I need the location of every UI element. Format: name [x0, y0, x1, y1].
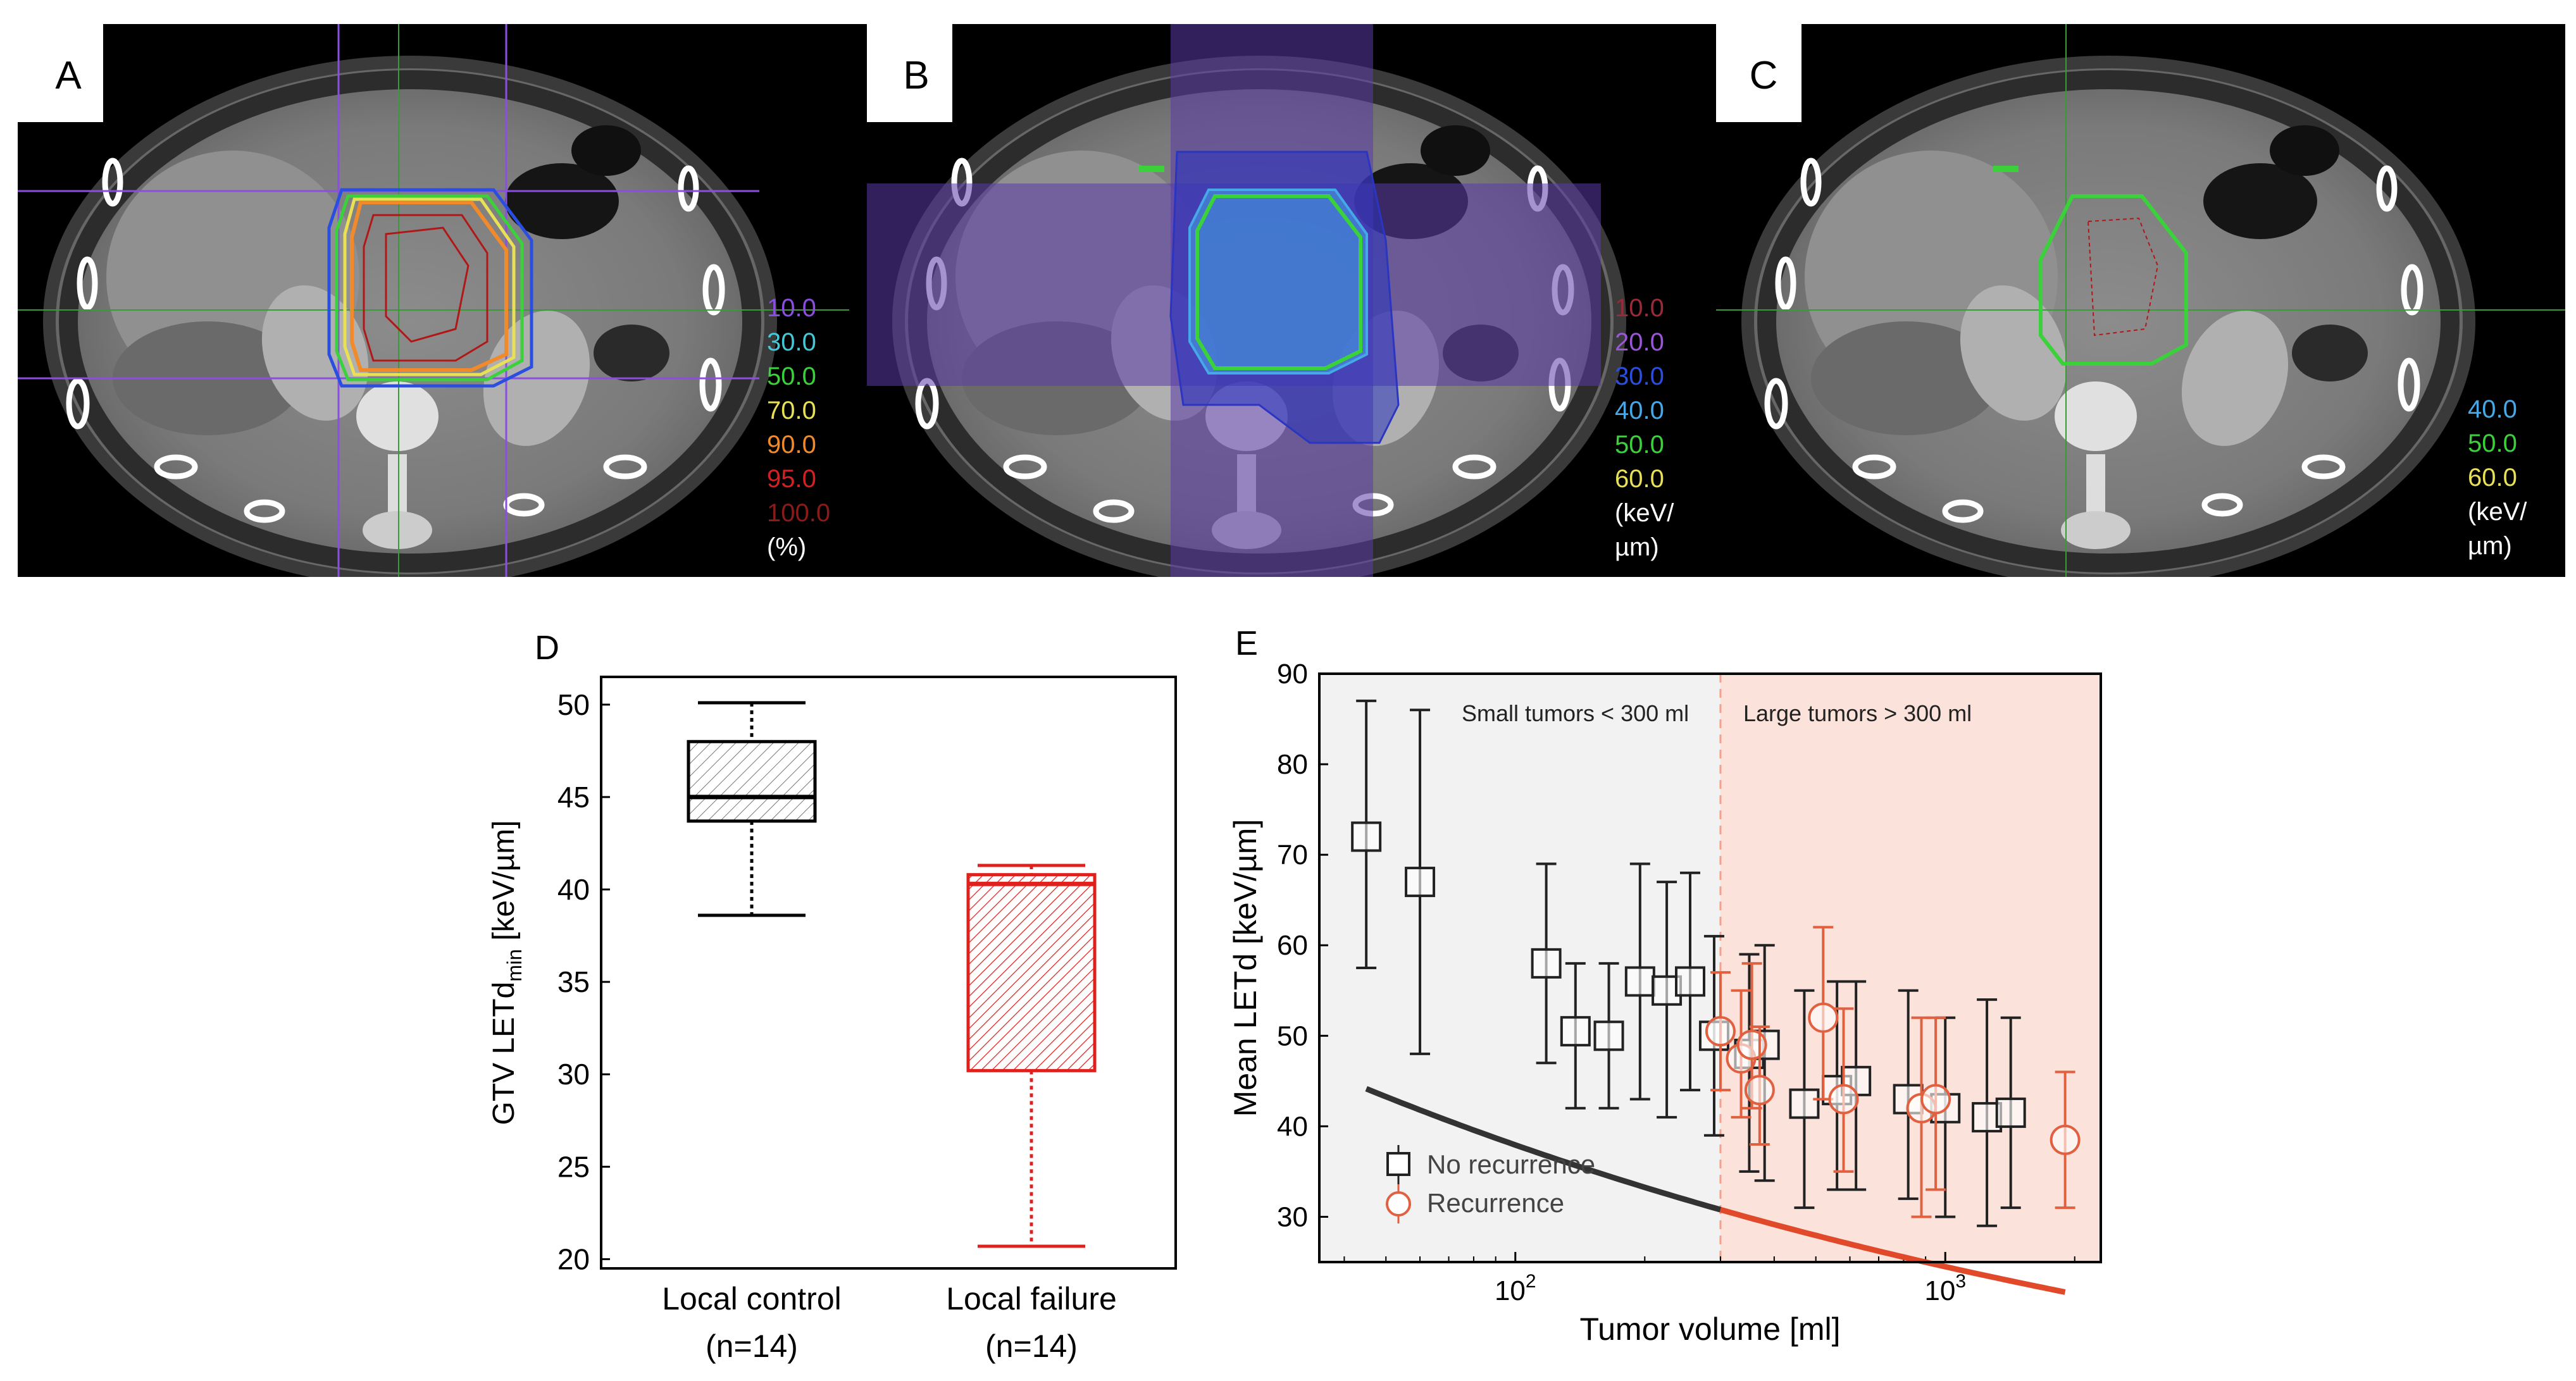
- y-tick-label: 30: [1277, 1201, 1308, 1232]
- data-point-circle: [1828, 1084, 1859, 1115]
- data-point-circle: [2050, 1124, 2081, 1155]
- legend-item: 60.0: [1615, 465, 1664, 493]
- y-tick-label: 90: [1277, 659, 1308, 690]
- legend-item: µm): [2468, 532, 2512, 560]
- x-tick-label: 102: [1495, 1271, 1536, 1306]
- data-point-square: [1531, 948, 1562, 979]
- group-count: (n=14): [985, 1328, 1078, 1364]
- data-point-square: [1560, 1016, 1591, 1047]
- y-tick-label: 25: [557, 1150, 590, 1183]
- plot-frame: [600, 676, 1177, 1270]
- x-tick-exponent: 3: [1955, 1271, 1966, 1292]
- group-count: (n=14): [706, 1328, 798, 1364]
- panel-label-box-b: [867, 24, 952, 122]
- legend-label-no-recurrence: No recurrence: [1427, 1149, 1595, 1179]
- legend-item: 100.0: [767, 499, 830, 527]
- box: [687, 740, 817, 823]
- panel-letter-b: B: [903, 54, 929, 97]
- data-point-square: [1405, 867, 1436, 898]
- legend-item: 90.0: [767, 431, 816, 459]
- fit-curve-large: [1719, 1206, 2066, 1295]
- scatter-chart: Small tumors < 300 ml Large tumors > 300 …: [1228, 659, 2102, 1347]
- region-small-label: Small tumors < 300 ml: [1462, 700, 1689, 726]
- y-axis-label-unit: [keV/µm]: [487, 821, 521, 950]
- y-tick-label: 80: [1277, 749, 1308, 780]
- legend-square-icon: [1386, 1152, 1410, 1176]
- data-point-circle: [1736, 1029, 1767, 1060]
- legend-item: 40.0: [1615, 397, 1664, 424]
- legend-a: 10.0 30.0 50.0 70.0 90.0 95.0 100.0 (%): [767, 294, 830, 561]
- panel-letter-c: C: [1750, 54, 1778, 97]
- ct-panel-a: [18, 24, 867, 577]
- group-label: Local failure: [946, 1281, 1117, 1316]
- region-large-label: Large tumors > 300 ml: [1743, 700, 1972, 726]
- x-tick-exponent: 2: [1526, 1271, 1536, 1292]
- y-axis-label: GTV LETdmin [keV/µm]: [487, 821, 526, 1125]
- y-tick-label: 60: [1277, 930, 1308, 961]
- y-tick-label: 70: [1277, 839, 1308, 870]
- region-large: [1720, 674, 2101, 1262]
- data-point-circle: [1744, 1075, 1775, 1106]
- panel-letter-d: D: [535, 629, 559, 667]
- y-tick-label: 50: [557, 688, 590, 721]
- x-axis-label: Tumor volume [ml]: [1579, 1311, 1840, 1347]
- fit-curve-small: [1365, 1086, 1722, 1213]
- data-point-square: [1351, 821, 1382, 852]
- legend-b: 10.0 20.0 30.0 40.0 50.0 60.0 (keV/µm): [1615, 294, 1674, 561]
- y-tick-label: 40: [1277, 1111, 1308, 1142]
- data-point-square: [1624, 966, 1655, 997]
- data-point-square: [1675, 966, 1706, 997]
- box: [966, 873, 1097, 1072]
- data-point-circle: [1705, 1016, 1736, 1047]
- panel-label-box-a: [18, 24, 103, 122]
- panel-letter-e: E: [1235, 624, 1258, 662]
- y-tick-label: 35: [557, 965, 590, 998]
- legend-item: 50.0: [767, 362, 816, 390]
- legend-item: (keV/: [1615, 499, 1674, 527]
- y-tick-label: 20: [557, 1242, 590, 1275]
- legend-item: (%): [767, 533, 806, 561]
- x-tick-base: 10: [1924, 1275, 1955, 1306]
- plot-frame: [1318, 672, 2102, 1263]
- legend-item: 40.0: [2468, 395, 2517, 423]
- panel-letter-a: A: [55, 54, 82, 97]
- x-tick-base: 10: [1495, 1275, 1526, 1306]
- legend-item: 30.0: [1615, 362, 1664, 390]
- ct-panel-c: [1716, 24, 2565, 577]
- data-point-circle: [1808, 1002, 1839, 1033]
- y-tick-label: 30: [557, 1058, 590, 1091]
- data-point-square: [1593, 1020, 1624, 1051]
- legend-c: 40.0 50.0 60.0 (keV/µm): [2468, 395, 2527, 560]
- legend-item: 20.0: [1615, 328, 1664, 356]
- data-point-square: [1995, 1097, 2026, 1128]
- legend-item: 50.0: [2468, 430, 2517, 457]
- legend-label-recurrence: Recurrence: [1427, 1188, 1564, 1218]
- legend-item: (keV/: [2468, 498, 2527, 526]
- y-axis-label-main: GTV LETd: [487, 982, 521, 1125]
- legend-item: 10.0: [767, 294, 816, 322]
- group-label: Local control: [662, 1281, 842, 1316]
- data-point-square: [1789, 1088, 1820, 1119]
- data-point-circle: [1920, 1084, 1951, 1115]
- legend-item: 10.0: [1615, 294, 1664, 322]
- legend-item: 30.0: [767, 328, 816, 356]
- panel-label-box-c: [1716, 24, 1801, 122]
- legend-item: 95.0: [767, 465, 816, 493]
- box-plot-chart: 20 25 30 35 40 45 50 GTV LETdmin [keV/µm] Local …: [487, 676, 1177, 1364]
- legend-item: 70.0: [767, 397, 816, 424]
- x-tick-label: 103: [1924, 1271, 1966, 1306]
- y-tick-label: 40: [557, 873, 590, 906]
- legend-item: 50.0: [1615, 431, 1664, 459]
- legend-circle-icon: [1386, 1191, 1411, 1217]
- y-axis-label: Mean LETd [keV/µm]: [1228, 819, 1263, 1117]
- legend-item: µm): [1615, 533, 1659, 561]
- y-axis-label-sub: min: [503, 949, 526, 982]
- y-tick-label: 50: [1277, 1020, 1308, 1051]
- legend-item: 60.0: [2468, 464, 2517, 492]
- ct-panel-b: [867, 24, 1716, 577]
- y-tick-label: 45: [557, 781, 590, 814]
